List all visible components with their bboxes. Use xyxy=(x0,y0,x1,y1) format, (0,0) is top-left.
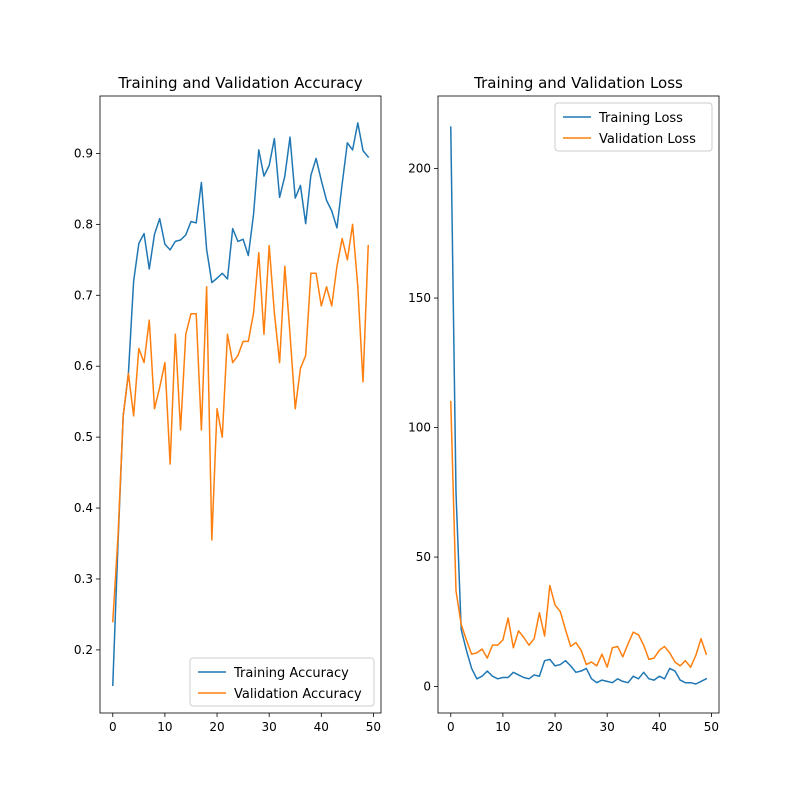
accuracy-subplot: Training and Validation Accuracy 0 10 20 30… xyxy=(74,74,382,734)
loss-legend-label: Training Loss xyxy=(598,111,683,126)
accuracy-y-tick-label: 0.9 xyxy=(74,146,93,160)
accuracy-x-tick-label: 0 xyxy=(109,720,117,734)
accuracy-chart-title: Training and Validation Accuracy xyxy=(117,74,362,92)
accuracy-y-tick-label: 0.8 xyxy=(74,217,93,231)
accuracy-legend-label: Training Accuracy xyxy=(233,666,349,681)
loss-series-line-training xyxy=(450,126,708,685)
accuracy-legend-label: Validation Accuracy xyxy=(234,687,362,702)
accuracy-axes-frame xyxy=(99,95,382,714)
loss-x-tick-label: 20 xyxy=(547,720,562,734)
loss-y-tick-label: 150 xyxy=(408,291,431,305)
loss-chart-title: Training and Validation Loss xyxy=(473,74,683,92)
accuracy-y-tick-label: 0.6 xyxy=(74,359,93,373)
loss-y-tick-label: 50 xyxy=(416,550,431,564)
loss-y-tick-label: 100 xyxy=(408,421,431,435)
loss-y-tick-label: 200 xyxy=(408,162,431,176)
accuracy-y-tick-label: 0.4 xyxy=(74,501,93,515)
accuracy-y-tick-label: 0.5 xyxy=(74,430,93,444)
accuracy-x-tick-label: 20 xyxy=(209,720,224,734)
accuracy-series-line-training xyxy=(111,122,370,687)
accuracy-x-tick-label: 30 xyxy=(262,720,277,734)
accuracy-series-line-validation xyxy=(111,223,370,623)
loss-x-tick-label: 40 xyxy=(652,720,667,734)
loss-x-tick-label: 10 xyxy=(495,720,510,734)
loss-axes-frame xyxy=(437,95,720,714)
loss-x-tick-label: 30 xyxy=(600,720,615,734)
accuracy-legend-box xyxy=(189,657,375,707)
loss-y-tick-label: 0 xyxy=(423,680,431,694)
loss-legend-box xyxy=(554,102,713,152)
loss-legend-label: Validation Loss xyxy=(599,132,696,147)
accuracy-y-tick-label: 0.2 xyxy=(74,643,93,657)
accuracy-x-tick-label: 50 xyxy=(366,720,381,734)
loss-subplot: Training and Validation Loss 0 10 20 30 40 50… xyxy=(408,74,720,734)
accuracy-x-tick-label: 10 xyxy=(157,720,172,734)
loss-x-tick-label: 50 xyxy=(704,720,719,734)
loss-series-line-validation xyxy=(449,400,708,668)
accuracy-x-tick-label: 40 xyxy=(314,720,329,734)
accuracy-y-tick-label: 0.7 xyxy=(74,288,93,302)
loss-x-tick-label: 0 xyxy=(447,720,455,734)
accuracy-legend: Training Accuracy Validation Accuracy xyxy=(189,657,375,707)
loss-legend: Training Loss Validation Loss xyxy=(554,102,713,152)
accuracy-y-tick-label: 0.3 xyxy=(74,572,93,586)
